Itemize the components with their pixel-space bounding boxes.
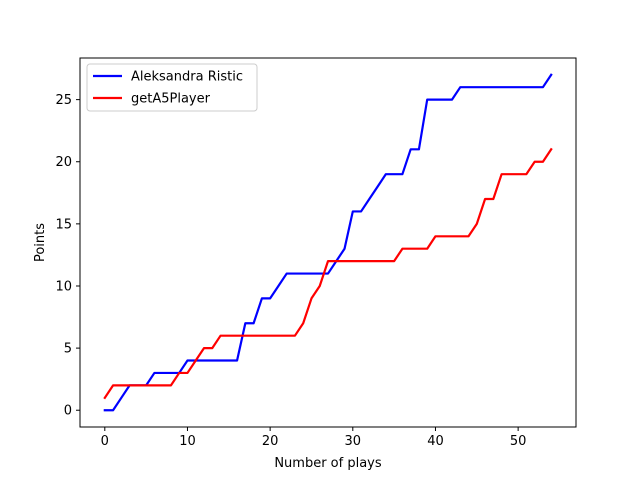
y-tick-label-0: 0	[64, 404, 72, 419]
x-axis: 0 10 20 30 40 50	[101, 427, 527, 449]
x-tick-label-3: 30	[345, 434, 362, 449]
y-axis-label: Points	[33, 223, 48, 262]
x-tick-label-1: 10	[179, 434, 196, 449]
series-layer	[103, 73, 553, 412]
y-tick-label-3: 15	[55, 217, 72, 232]
legend-label-1: Aleksandra Ristic	[131, 70, 243, 85]
series-line-2	[103, 147, 553, 400]
x-tick-label-5: 50	[510, 434, 527, 449]
x-tick-label-2: 20	[262, 434, 279, 449]
y-tick-label-5: 25	[55, 93, 72, 108]
legend-box	[86, 63, 258, 112]
legend-label-2: getA5Player	[131, 92, 211, 107]
y-tick-label-2: 10	[55, 279, 72, 294]
plot-frame	[79, 57, 577, 428]
y-tick-label-4: 20	[55, 155, 72, 170]
x-tick-label-0: 0	[101, 434, 109, 449]
x-axis-label: Number of plays	[274, 456, 382, 471]
y-axis: 0 5 10 15 20 25	[55, 93, 80, 419]
legend: Aleksandra Ristic getA5Player	[86, 63, 258, 112]
x-tick-label-4: 40	[427, 434, 444, 449]
y-tick-label-1: 5	[64, 342, 72, 357]
